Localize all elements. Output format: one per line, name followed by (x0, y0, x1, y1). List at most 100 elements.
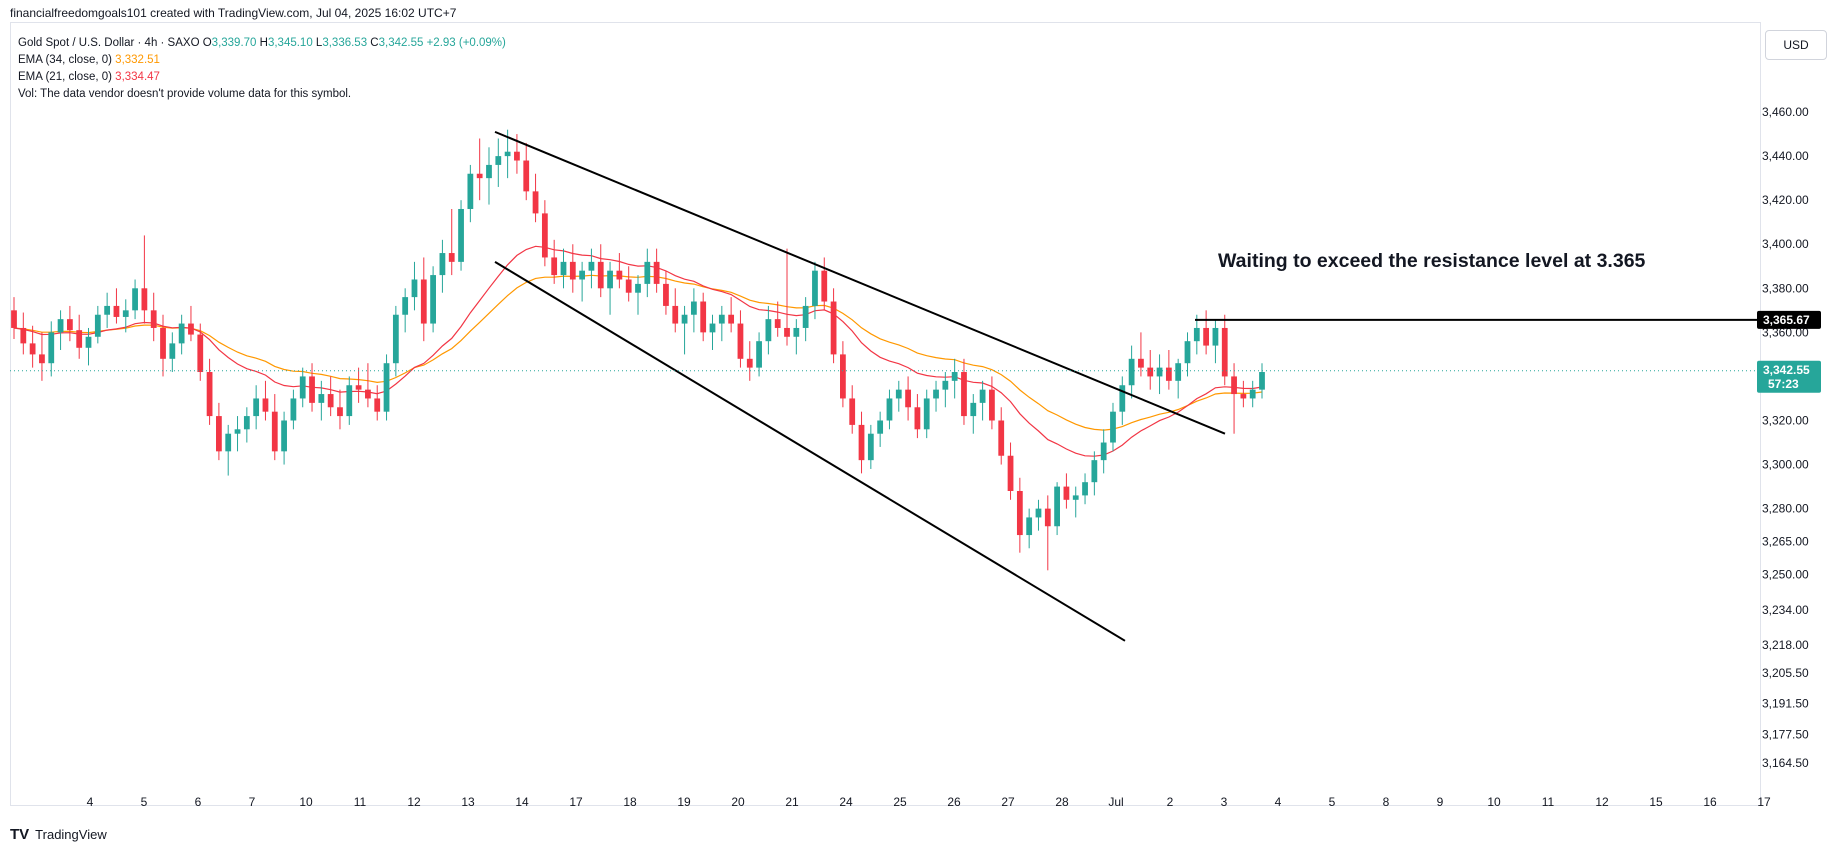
y-tick-label: 3,191.50 (1762, 697, 1809, 711)
candle-body (663, 283, 669, 306)
candle-body (132, 288, 138, 311)
candle-body (197, 334, 204, 373)
candle-body (1156, 367, 1163, 377)
y-tick-label: 3,205.50 (1762, 666, 1809, 680)
y-tick-label: 3,380.00 (1762, 281, 1809, 295)
candle-body (178, 323, 185, 344)
x-tick-label: 28 (1055, 795, 1069, 809)
candle-body (1193, 327, 1200, 342)
candle-body (821, 270, 828, 302)
candle-body (942, 380, 949, 390)
candle-body (467, 173, 474, 209)
low-value: 3,336.53 (322, 37, 368, 49)
candle-body (569, 261, 576, 280)
x-tick-label: 16 (1703, 795, 1717, 809)
candle-body (1100, 442, 1107, 461)
candle-body (383, 363, 390, 412)
y-tick-label: 3,300.00 (1762, 458, 1809, 472)
candle-body (1165, 367, 1172, 381)
y-tick-label: 3,400.00 (1762, 237, 1809, 251)
chart-frame[interactable] (10, 22, 1761, 806)
candle-body (523, 160, 530, 192)
x-tick-label: 4 (87, 795, 94, 809)
legend: Gold Spot / U.S. Dollar · 4h · SAXO O3,3… (18, 35, 506, 103)
x-tick-label: 26 (947, 795, 961, 809)
x-tick-label: 5 (1329, 795, 1336, 809)
candle-body (1221, 327, 1228, 377)
candle-body (253, 398, 260, 417)
candle-body (1091, 460, 1098, 483)
currency-button[interactable]: USD (1765, 30, 1827, 60)
candle-body (48, 332, 55, 364)
x-tick-label: 17 (569, 795, 583, 809)
change-value: +2.93 (+0.09%) (426, 37, 506, 49)
y-tick-label: 3,164.50 (1762, 756, 1809, 770)
candle-body (113, 305, 120, 317)
candle-body (1082, 482, 1088, 496)
brand-name: TradingView (35, 827, 107, 842)
candle-body (1203, 327, 1210, 346)
vol-note: Vol: The data vendor doesn't provide vol… (18, 88, 352, 100)
candle-body (1110, 411, 1116, 443)
candle-body (365, 389, 371, 399)
candle-body (374, 398, 381, 412)
x-tick-label: 10 (299, 795, 313, 809)
candle-body (66, 319, 73, 331)
x-tick-label: 9 (1437, 795, 1444, 809)
candle-body (700, 301, 707, 333)
close-value: 3,342.55 (378, 37, 424, 49)
candle-body (1212, 327, 1219, 346)
candle-body (337, 407, 343, 417)
candle-body (840, 354, 846, 399)
candle-body (94, 314, 101, 337)
candle-body (104, 305, 111, 315)
y-tick-label: 3,218.00 (1762, 638, 1809, 652)
candle-body (39, 354, 45, 364)
candle-body (402, 297, 409, 315)
symbol-label[interactable]: Gold Spot / U.S. Dollar · 4h · SAXO (18, 37, 200, 49)
candle-body (57, 319, 64, 333)
low-key: L (315, 37, 323, 49)
candle-body (541, 213, 548, 258)
candle-body (607, 270, 613, 289)
candle-body (1231, 376, 1237, 395)
y-tick-label: 3,265.00 (1762, 535, 1809, 549)
x-tick-label: 6 (195, 795, 202, 809)
high-value: 3,345.10 (267, 37, 313, 49)
y-tick-label: 3,280.00 (1762, 502, 1809, 516)
candle-body (858, 424, 865, 461)
open-key: O (202, 37, 212, 49)
candle-body (802, 305, 809, 328)
candle-body (1259, 372, 1265, 390)
candle-body (979, 389, 986, 403)
x-tick-label: 27 (1001, 795, 1015, 809)
candle-body (709, 323, 716, 333)
candle-body (616, 270, 623, 280)
candle-body (886, 398, 893, 421)
x-tick-label: 12 (407, 795, 421, 809)
candle-body (262, 398, 269, 412)
x-tick-label: 18 (623, 795, 637, 809)
x-tick-label: 11 (1542, 795, 1555, 809)
footer-brand[interactable]: TV TradingView (10, 826, 107, 843)
candle-body (514, 151, 520, 161)
resistance-price-tag (1757, 310, 1821, 329)
x-tick-label: 14 (515, 795, 529, 809)
legend-ema34-row[interactable]: EMA (34, close, 0) 3,332.51 (18, 52, 506, 69)
candle-body (635, 283, 641, 293)
candle-body (29, 343, 36, 355)
candle-body (281, 420, 287, 452)
candle-body (346, 385, 353, 417)
y-tick-label: 3,234.00 (1762, 603, 1809, 617)
x-tick-label: 10 (1487, 795, 1501, 809)
ema21-label: EMA (21, close, 0) (18, 71, 112, 83)
legend-ema21-row[interactable]: EMA (21, close, 0) 3,334.47 (18, 69, 506, 86)
open-value: 3,339.70 (211, 37, 257, 49)
legend-ohlc-row: Gold Spot / U.S. Dollar · 4h · SAXO O3,3… (18, 35, 506, 52)
candle-body (122, 310, 129, 317)
lower-channel-line (494, 261, 1126, 642)
candle-body (169, 343, 176, 359)
candle-body (551, 257, 558, 276)
x-tick-label: 25 (893, 795, 907, 809)
